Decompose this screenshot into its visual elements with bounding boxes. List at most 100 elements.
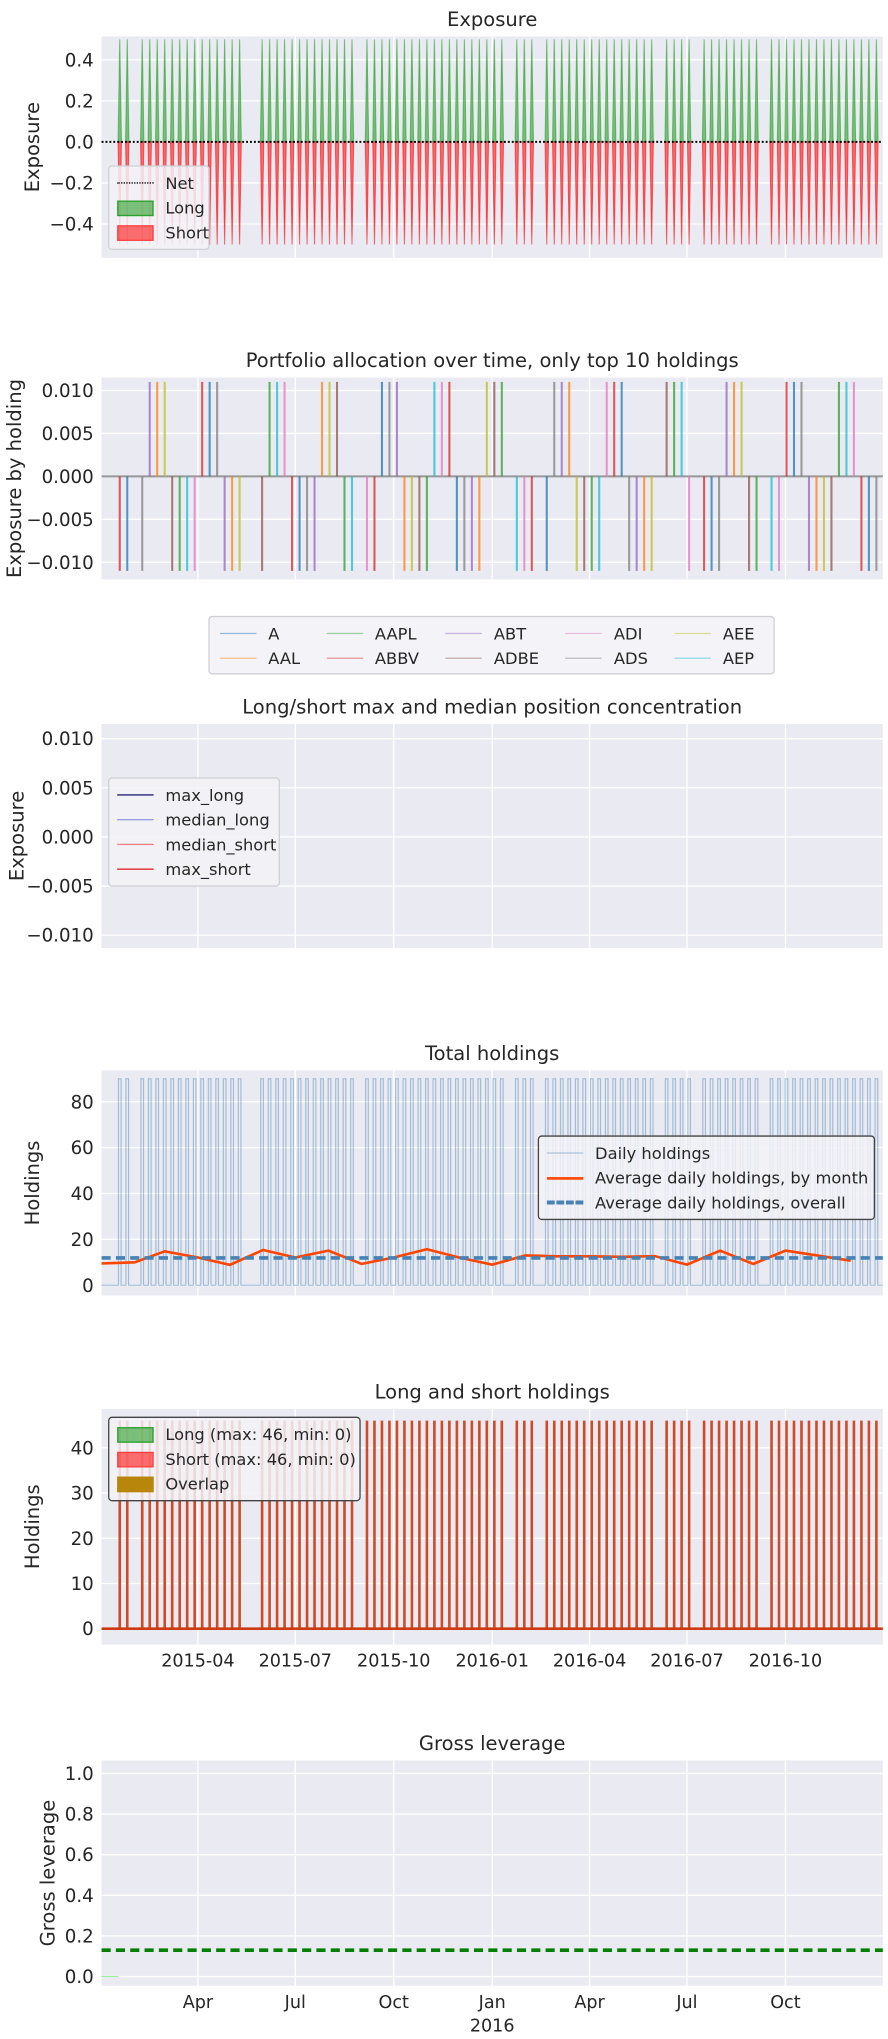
long-short-overlap-bar [290,1420,294,1629]
legend-label: AEP [722,648,755,668]
legend-swatch [445,632,483,635]
legend-label: ADI [613,623,643,644]
y-tick-label: 0.010 [42,381,94,402]
short-exposure-spike [641,141,647,245]
long-short-overlap-bar [223,1420,226,1629]
y-tick-label: 0.0 [65,132,94,153]
long-short-overlap-bar [852,1420,856,1629]
long-short-overlap-bar [560,1420,564,1629]
subplot-0: −0.4 −0.2 0.0 0.2 0.4 Exposure Exposure [21,8,883,258]
short-exposure-spike [649,141,654,245]
long-short-overlap-bar [335,1420,339,1629]
long-short-overlap-bar [755,1420,758,1629]
long-short-overlap-bar [845,1420,848,1629]
long-short-overlap-bar [448,1420,451,1629]
legend-label: median_long [165,809,270,830]
long-short-overlap-bar [860,1420,863,1629]
legend-item-median-short: median_short [117,832,276,857]
short-exposure-spike [671,141,677,245]
y-tick-label: 1.0 [65,1764,94,1785]
legend-swatch [445,657,483,659]
short-exposure-spike [664,141,669,245]
y-axis-label: Exposure [5,791,28,881]
short-exposure-spike [214,141,220,245]
long-short-overlap-bar [710,1420,713,1629]
long-short-overlap-bar [118,1420,122,1629]
long-short-overlap-bar [732,1420,736,1629]
legend-item-max-short: max_short [117,857,271,882]
long-short-overlap-bar [815,1420,818,1629]
y-tick-label: 40 [71,1438,94,1459]
long-short-legend: Long (max: 46, min: 0) Short (max: 46, m… [108,1416,361,1502]
long-short-overlap-bar [200,1420,204,1629]
long-short-overlap-bar [605,1420,609,1629]
legend-item-long: Long (max: 46, min: 0) [117,1422,352,1447]
y-tick-label: 0.4 [65,50,94,71]
x-tick-label: Jan [478,1993,506,2013]
long-short-overlap-bar [867,1420,871,1629]
legend-label: ABBV [374,648,420,668]
y-tick-label: 40 [71,1184,94,1205]
long-short-overlap-bar [612,1420,616,1629]
legend-swatch [674,632,712,635]
y-tick-label: 0.010 [42,729,94,750]
long-short-overlap-bar [380,1420,384,1629]
y-tick-label: 0 [82,1276,94,1297]
long-short-overlap-bar [328,1420,331,1629]
y-tick-label: −0.005 [26,877,93,898]
legend-swatch [117,1451,154,1467]
legend-label: Net [165,173,194,193]
long-short-overlap-bar [515,1420,519,1629]
long-short-overlap-bar [418,1420,421,1629]
short-exposure-spike [304,141,310,245]
legend-swatch [220,632,257,635]
long-short-overlap-bar [163,1420,167,1629]
y-tick-label: −0.010 [26,553,93,574]
short-exposure-spike [552,141,557,245]
legend-label: Long [165,197,205,218]
long-short-overlap-bar [620,1420,623,1629]
legend-label: max_long [165,785,245,805]
long-short-overlap-bar [785,1420,788,1629]
y-tick-label: 0.000 [42,827,94,848]
y-tick-label: 0.4 [65,1886,94,1907]
legend-item-a: A [220,621,308,646]
data-marks [101,1420,883,1631]
legend-label: Short (max: 46, min: 0) [165,1449,356,1469]
long-short-overlap-bar [440,1420,444,1629]
long-short-overlap-bar [777,1420,781,1629]
short-exposure-spike [379,141,385,245]
short-exposure-spike [829,141,834,245]
chart-title: Long/short max and median position conce… [242,696,742,719]
long-short-overlap-bar [275,1420,279,1629]
y-tick-label: 30 [71,1484,94,1505]
allocation-legend: A AAPL ABT ADI AEE AAL ABBV ADBE ADS AEP [208,615,775,675]
legend-label: AAL [268,648,301,668]
legend-swatch [117,819,154,821]
legend-label: max_short [165,859,251,879]
y-tick-label: 80 [71,1092,94,1113]
long-short-overlap-bar [837,1420,841,1629]
long-short-overlap-bar [455,1420,459,1629]
x-tick-label: Jul [675,1993,697,2013]
legend-label: Long (max: 46, min: 0) [165,1424,352,1445]
x-tick-label: 2016-10 [749,1652,822,1672]
legend-item-long: Long [117,195,205,220]
x-tick-label: 2015-10 [357,1652,430,1672]
long-short-overlap-bar [260,1420,264,1629]
short-exposure-spike [739,141,744,245]
legend-item-adi: ADI [565,621,657,646]
long-short-overlap-bar [650,1420,653,1629]
long-short-overlap-bar [140,1420,144,1629]
long-short-overlap-bar [530,1420,534,1629]
legend-item-short: Short (max: 46, min: 0) [117,1447,356,1472]
legend-swatch [117,868,154,870]
long-short-overlap-bar [582,1420,586,1629]
long-short-overlap-bar [215,1420,219,1629]
long-short-overlap-bar [320,1420,324,1629]
short-exposure-spike [282,141,287,245]
monthly-average-line [101,1247,851,1267]
short-exposure-spike [544,141,549,245]
short-exposure-spike [492,141,497,245]
y-tick-label: 0 [82,1619,94,1640]
